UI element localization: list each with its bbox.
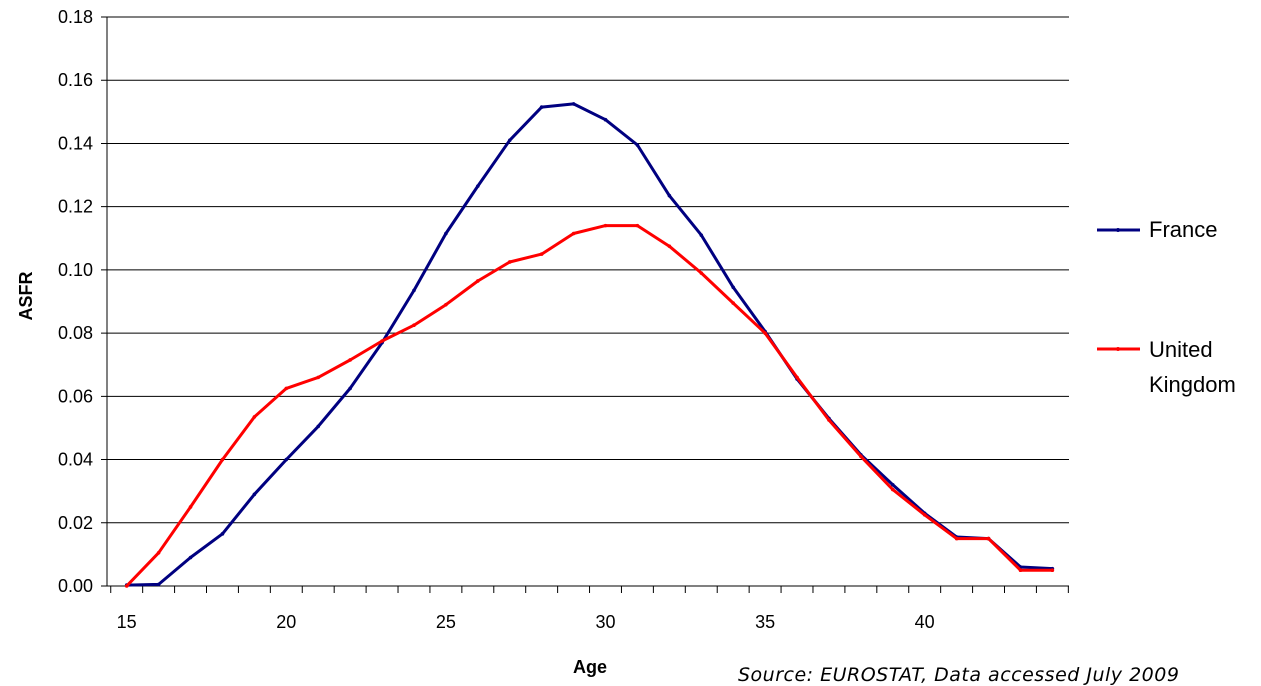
data-point-united-kingdom (795, 375, 799, 380)
y-tick-labels: 0.00 0.02 0.04 0.06 0.08 0.10 0.12 0.14 0.16 0.18 (58, 7, 93, 596)
data-point-france (188, 555, 193, 560)
data-point-united-kingdom (859, 454, 863, 459)
data-point-united-kingdom (667, 244, 672, 248)
data-point-united-kingdom (156, 551, 161, 555)
data-point-united-kingdom (699, 271, 704, 275)
y-tick-label: 0.10 (58, 260, 93, 280)
data-point-france (348, 386, 352, 391)
data-point-united-kingdom (444, 302, 448, 307)
data-point-united-kingdom (348, 358, 352, 362)
data-point-united-kingdom (1018, 568, 1023, 572)
x-tick-label: 40 (915, 612, 935, 632)
legend-uk-label-line2: Kingdom (1149, 372, 1236, 397)
x-tick-labels: 15 20 25 30 35 40 (117, 612, 935, 632)
data-point-france (890, 483, 895, 487)
data-point-united-kingdom (763, 331, 767, 335)
y-tick-label: 0.18 (58, 7, 93, 27)
y-tick-label: 0.12 (58, 197, 93, 217)
data-point-united-kingdom (316, 375, 321, 380)
data-point-united-kingdom (986, 536, 991, 541)
x-tick-label: 20 (276, 612, 296, 632)
data-point-united-kingdom (476, 279, 480, 283)
series-line-united-kingdom (125, 224, 1053, 588)
x-tick-label: 30 (595, 612, 615, 632)
data-point-united-kingdom (220, 457, 225, 462)
x-tick-label: 15 (117, 612, 137, 632)
data-point-france (635, 143, 640, 147)
gridlines (101, 16, 1069, 587)
y-tick-label: 0.06 (58, 386, 93, 406)
x-axis-title: Age (573, 657, 607, 677)
data-point-united-kingdom (252, 415, 257, 419)
data-point-united-kingdom (124, 584, 129, 588)
data-point-united-kingdom (412, 323, 416, 328)
data-point-united-kingdom (731, 301, 735, 305)
data-point-france (667, 193, 672, 198)
data-point-france (252, 492, 257, 497)
source-note: Source: EUROSTAT, Data accessed July 200… (738, 664, 1180, 686)
data-point-united-kingdom (1050, 568, 1055, 572)
data-point-france (412, 288, 416, 293)
legend-uk-label-line1: United (1149, 337, 1213, 362)
y-tick-label: 0.04 (58, 450, 93, 470)
data-point-france (476, 184, 480, 188)
data-point-united-kingdom (890, 487, 895, 492)
y-tick-label: 0.08 (58, 323, 93, 343)
data-point-united-kingdom (635, 223, 640, 228)
data-point-united-kingdom (188, 505, 193, 509)
data-point-united-kingdom (539, 252, 544, 256)
data-point-france (731, 285, 735, 290)
series-lines (124, 102, 1055, 588)
data-point-united-kingdom (284, 386, 289, 391)
data-point-france (603, 117, 608, 122)
data-point-france (156, 582, 161, 587)
data-point-united-kingdom (922, 513, 927, 517)
data-point-france (316, 424, 321, 429)
legend-france-label: France (1149, 217, 1217, 242)
data-point-united-kingdom (571, 231, 576, 236)
axes (106, 17, 1069, 593)
data-point-france (444, 231, 448, 236)
data-point-france (699, 233, 704, 237)
data-point-united-kingdom (827, 418, 831, 422)
legend: France United Kingdom (1097, 217, 1236, 397)
x-tick-label: 35 (755, 612, 775, 632)
data-point-united-kingdom (603, 223, 608, 228)
data-point-france (539, 105, 544, 109)
data-point-france (507, 138, 512, 143)
data-point-france (284, 457, 289, 462)
data-point-united-kingdom (507, 260, 512, 264)
data-point-france (571, 102, 576, 106)
data-point-united-kingdom (380, 339, 384, 343)
series-line-france (126, 102, 1053, 587)
y-tick-label: 0.14 (58, 133, 93, 153)
data-point-france (220, 532, 225, 536)
y-tick-label: 0.02 (58, 513, 93, 533)
data-point-united-kingdom (954, 536, 959, 541)
legend-uk-marker (1116, 347, 1120, 351)
x-tick-label: 25 (436, 612, 456, 632)
legend-france-marker (1116, 228, 1120, 232)
y-axis-title: ASFR (16, 272, 36, 321)
y-tick-label: 0.16 (58, 70, 93, 90)
y-tick-label: 0.00 (58, 576, 93, 596)
